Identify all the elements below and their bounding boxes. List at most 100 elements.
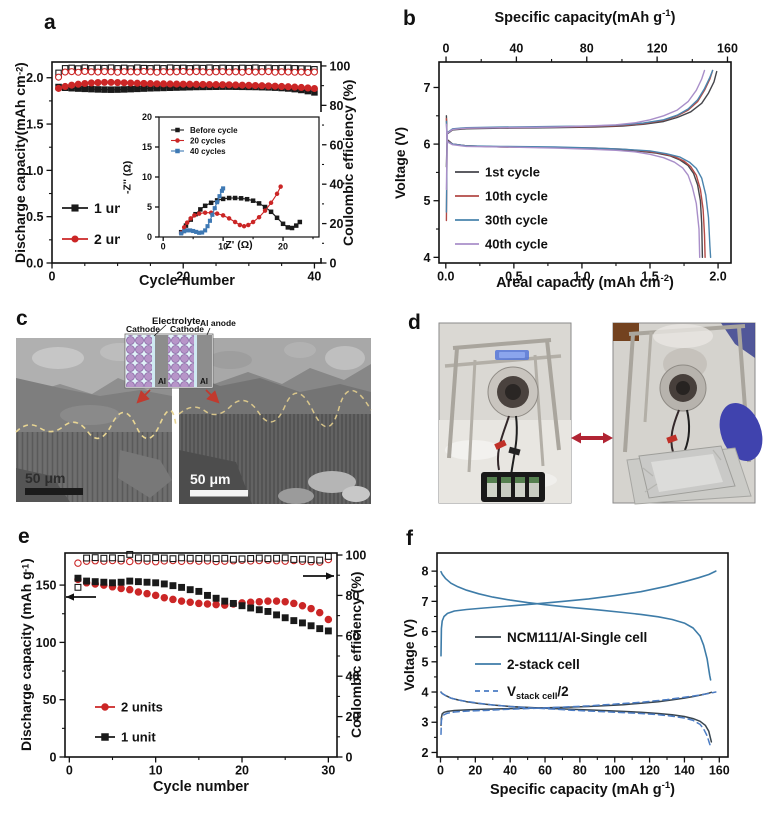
svg-text:20: 20 bbox=[346, 710, 360, 724]
svg-text:100: 100 bbox=[604, 763, 625, 777]
svg-text:20: 20 bbox=[330, 217, 344, 231]
svg-text:120: 120 bbox=[639, 763, 660, 777]
svg-text:0.5: 0.5 bbox=[505, 269, 522, 283]
panel-c-art: 50 μm 50 μm bbox=[15, 316, 372, 504]
svg-text:2.0: 2.0 bbox=[26, 71, 43, 85]
svg-text:80: 80 bbox=[330, 99, 344, 113]
panel-b-chart: 0.0 0.5 1.0 1.5 2.0 0 40 80 120 160 4 5 6 7 1st cycle 1… bbox=[424, 42, 738, 284]
svg-text:60: 60 bbox=[346, 629, 360, 643]
svg-text:Before cycle: Before cycle bbox=[190, 126, 238, 135]
svg-text:10: 10 bbox=[142, 172, 152, 182]
svg-text:140: 140 bbox=[674, 763, 695, 777]
panel-b: 0.0 0.5 1.0 1.5 2.0 0 40 80 120 160 4 5 6 7 1st cycle 1… bbox=[383, 0, 763, 300]
svg-text:2: 2 bbox=[422, 746, 429, 760]
svg-text:7: 7 bbox=[424, 81, 431, 95]
svg-text:20: 20 bbox=[278, 242, 288, 252]
panel-f-xlabel: Specific capacity (mAh g-1) bbox=[490, 780, 675, 798]
svg-text:0: 0 bbox=[437, 763, 444, 777]
panel-a-xlabel: Cycle number bbox=[139, 273, 235, 289]
svg-text:40: 40 bbox=[509, 42, 523, 56]
cathode-left-label: Cathode bbox=[126, 324, 160, 334]
panel-b-xlabel-top: Specific capacity(mAh g-1) bbox=[494, 8, 676, 26]
svg-text:0: 0 bbox=[50, 751, 57, 765]
panel-d-art bbox=[438, 322, 763, 505]
svg-text:0.5: 0.5 bbox=[26, 210, 43, 224]
svg-text:0: 0 bbox=[147, 232, 152, 242]
svg-text:2 units: 2 units bbox=[121, 700, 163, 715]
svg-text:160: 160 bbox=[709, 763, 730, 777]
svg-text:60: 60 bbox=[330, 138, 344, 152]
svg-text:0: 0 bbox=[443, 42, 450, 56]
panel-e-chart: 0 10 20 30 0 50 100 150 0 20 40 60 80 100 2 units 1 uni… bbox=[36, 549, 367, 778]
svg-text:0: 0 bbox=[330, 257, 337, 271]
svg-text:120: 120 bbox=[647, 42, 668, 56]
scale-bar-label-left: 50 μm bbox=[25, 470, 65, 486]
svg-text:100: 100 bbox=[36, 636, 57, 650]
svg-text:80: 80 bbox=[580, 42, 594, 56]
swap-arrow bbox=[571, 432, 613, 444]
panel-f: 0 20 40 60 80 100 120 140 160 2 3 4 5 6 7 8 NCM111/Al-Si… bbox=[383, 520, 763, 814]
svg-text:40: 40 bbox=[330, 178, 344, 192]
panel-b-xlabel-bottom: Areal capacity (mAh cm-2) bbox=[496, 273, 674, 291]
svg-text:10: 10 bbox=[218, 242, 228, 252]
svg-text:15: 15 bbox=[142, 142, 152, 152]
panel-c-label: c bbox=[16, 307, 28, 330]
panel-a: 0 20 40 0.0 0.5 1.0 1.5 2.0 0 20 40 60 80 100 1 unit 2 … bbox=[0, 0, 380, 300]
schematic-arrow-right bbox=[205, 389, 220, 404]
svg-text:0.0: 0.0 bbox=[437, 269, 454, 283]
svg-text:10th cycle: 10th cycle bbox=[485, 189, 548, 204]
svg-text:40: 40 bbox=[307, 269, 321, 283]
panel-d: d bbox=[383, 300, 763, 520]
svg-text:1.0: 1.0 bbox=[573, 269, 590, 283]
svg-text:1st cycle: 1st cycle bbox=[485, 165, 540, 180]
svg-text:60: 60 bbox=[538, 763, 552, 777]
svg-text:0: 0 bbox=[66, 763, 73, 777]
svg-text:2.0: 2.0 bbox=[709, 269, 726, 283]
panel-e-label: e bbox=[18, 525, 30, 548]
panel-f-label: f bbox=[406, 527, 413, 550]
svg-text:6: 6 bbox=[422, 625, 429, 639]
svg-text:5: 5 bbox=[422, 655, 429, 669]
panel-a-label: a bbox=[44, 11, 56, 34]
svg-text:0.0: 0.0 bbox=[26, 257, 43, 271]
panel-e: 0 10 20 30 0 50 100 150 0 20 40 60 80 100 2 units 1 uni… bbox=[0, 520, 380, 814]
al-anode-label: Al anode bbox=[200, 318, 236, 328]
panel-e-xlabel: Cycle number bbox=[153, 779, 249, 795]
svg-text:NCM111/Al-Single cell: NCM111/Al-Single cell bbox=[507, 630, 647, 645]
svg-text:30: 30 bbox=[321, 763, 335, 777]
scale-bar-left bbox=[25, 488, 83, 495]
inset-xlabel: Z' (Ω) bbox=[225, 239, 253, 251]
svg-text:10: 10 bbox=[149, 763, 163, 777]
photo-battery-powered-fan bbox=[438, 322, 572, 504]
svg-text:40: 40 bbox=[503, 763, 517, 777]
svg-text:0: 0 bbox=[346, 751, 353, 765]
svg-text:150: 150 bbox=[36, 579, 57, 593]
svg-text:100: 100 bbox=[346, 549, 367, 563]
svg-text:5: 5 bbox=[424, 194, 431, 208]
svg-text:100: 100 bbox=[330, 59, 351, 73]
al-right-label: Al bbox=[200, 377, 208, 386]
electrolyte-label: Electrolyte bbox=[152, 316, 201, 327]
svg-text:40th cycle: 40th cycle bbox=[485, 237, 548, 252]
svg-text:160: 160 bbox=[717, 42, 738, 56]
svg-text:8: 8 bbox=[422, 565, 429, 579]
sem-image-right: 50 μm bbox=[178, 338, 372, 504]
panel-a-ylabel-right: Coulombic efficiency (%) bbox=[339, 79, 356, 246]
panel-f-chart: 0 20 40 60 80 100 120 140 160 2 3 4 5 6 7 8 NCM111/Al-Si… bbox=[422, 552, 730, 777]
photo-pouch-cell-powered-fan bbox=[612, 322, 763, 505]
svg-text:1.5: 1.5 bbox=[641, 269, 658, 283]
svg-text:1.5: 1.5 bbox=[26, 118, 43, 132]
svg-text:0: 0 bbox=[49, 269, 56, 283]
svg-text:3: 3 bbox=[422, 716, 429, 730]
panel-e-ylabel-right: Coulombic efficiency (%) bbox=[347, 571, 364, 739]
svg-text:4: 4 bbox=[424, 251, 431, 265]
panel-a-ylabel-left: Discharge capacity(mAh cm -2) bbox=[11, 62, 28, 263]
inset-ylabel: -Z'' (Ω) bbox=[121, 160, 134, 194]
svg-text:20: 20 bbox=[176, 269, 190, 283]
svg-text:1 unit: 1 unit bbox=[121, 730, 156, 745]
svg-text:80: 80 bbox=[573, 763, 587, 777]
schematic-arrow-left bbox=[136, 389, 151, 404]
svg-text:20: 20 bbox=[235, 763, 249, 777]
